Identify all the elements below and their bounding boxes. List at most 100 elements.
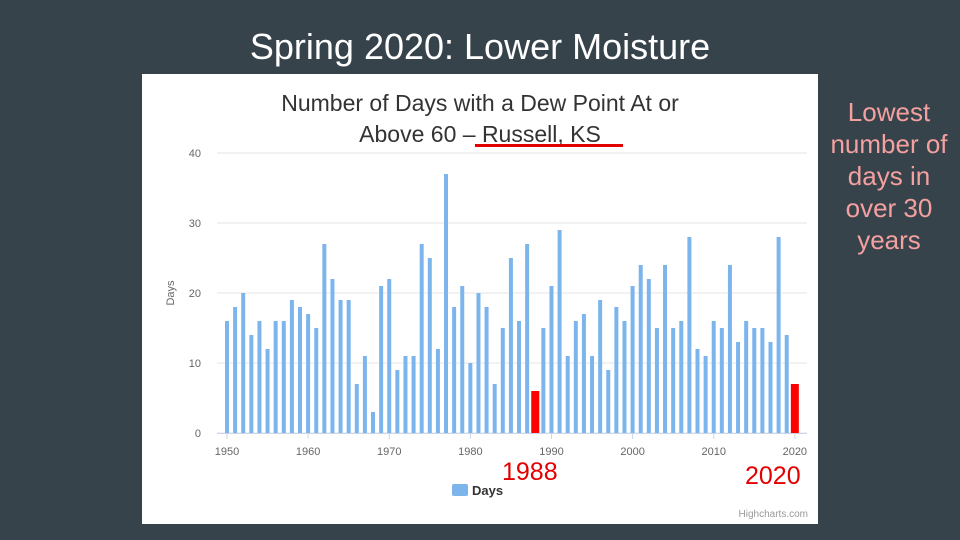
bar-1960[interactable] [306,314,311,433]
bar-1962[interactable] [322,244,327,433]
bar-2000[interactable] [630,286,635,433]
bar-2019[interactable] [784,335,789,433]
bar-2006[interactable] [679,321,684,433]
legend-swatch [452,484,468,496]
annotation-2020: 2020 [745,462,801,490]
bar-1982[interactable] [484,307,489,433]
x-tick-label: 1950 [215,446,239,458]
bar-1977[interactable] [444,174,449,433]
bar-1968[interactable] [371,412,376,433]
chart-title-location: Russell, KS [481,121,601,147]
legend-label: Days [472,482,504,498]
y-tick-label: 20 [189,288,201,300]
bar-1976[interactable] [435,349,440,433]
bar-1975[interactable] [427,258,432,433]
bar-1955[interactable] [265,349,270,433]
bar-2001[interactable] [638,265,643,433]
bar-2008[interactable] [695,349,700,433]
bar-1961[interactable] [314,328,319,433]
bar-1967[interactable] [362,356,367,433]
bar-2013[interactable] [736,342,741,433]
bar-1990[interactable] [549,286,554,433]
bar-1972[interactable] [403,356,408,433]
bar-1954[interactable] [257,321,262,433]
bar-1952[interactable] [241,293,246,433]
bar-1950[interactable] [225,321,229,433]
bar-1951[interactable] [233,307,238,433]
bar-1969[interactable] [379,286,384,433]
bar-1998[interactable] [614,307,619,433]
bar-1970[interactable] [387,279,392,433]
x-tick-label: 2010 [701,446,725,458]
bar-2003[interactable] [654,328,659,433]
bar-1995[interactable] [590,356,595,433]
legend-item-days[interactable]: Days [452,482,503,498]
y-tick-label: 10 [189,358,201,370]
bar-1983[interactable] [492,384,497,433]
bar-1988[interactable] [531,391,540,433]
bar-1994[interactable] [581,314,586,433]
bar-1986[interactable] [517,321,522,433]
bar-2014[interactable] [744,321,749,433]
y-axis-label: Days [165,280,177,306]
annotation-1988: 1988 [502,458,558,486]
x-tick-label: 1960 [296,446,320,458]
y-tick-label: 30 [189,218,201,230]
bar-1996[interactable] [598,300,603,433]
x-tick-label: 1970 [377,446,401,458]
bar-1980[interactable] [468,363,473,433]
location-underline [475,144,623,147]
chart-title-prefix: Above 60 – [359,121,482,147]
x-tick-label: 2000 [620,446,644,458]
bar-1957[interactable] [281,321,286,433]
side-note: Lowest number of days in over 30 years [830,97,948,255]
bar-1985[interactable] [508,258,513,433]
bar-2011[interactable] [719,328,724,433]
bar-1978[interactable] [452,307,457,433]
bar-1966[interactable] [354,384,359,433]
bar-2009[interactable] [703,356,708,433]
bar-1981[interactable] [476,293,481,433]
bar-1993[interactable] [573,321,578,433]
bar-2012[interactable] [727,265,732,433]
bar-1963[interactable] [330,279,335,433]
bar-1989[interactable] [541,328,546,433]
x-tick-label: 1990 [539,446,563,458]
bar-2015[interactable] [752,328,757,433]
y-tick-label: 0 [195,428,201,440]
bar-1973[interactable] [411,356,416,433]
slide-title: Spring 2020: Lower Moisture [249,26,711,67]
bar-2017[interactable] [768,342,773,433]
bar-1965[interactable] [346,300,351,433]
x-axis-ticks: 1950 1960 1970 1980 1990 2000 2010 2020 [215,433,807,458]
bar-1992[interactable] [565,356,570,433]
bar-1959[interactable] [298,307,303,433]
chart-title-line2: Above 60 – Russell, KS [142,119,818,150]
y-tick-label: 40 [189,148,201,160]
bar-1971[interactable] [395,370,400,433]
bar-1974[interactable] [419,244,424,433]
bar-1956[interactable] [273,321,278,433]
bar-1958[interactable] [289,300,294,433]
bars [217,174,807,434]
bar-1953[interactable] [249,335,254,433]
bar-1979[interactable] [460,286,465,433]
bar-1984[interactable] [500,328,505,433]
bar-1987[interactable] [525,244,530,433]
bar-2016[interactable] [760,328,765,433]
bar-2020[interactable] [790,384,799,433]
chart-panel: Number of Days with a Dew Point At or Ab… [142,74,818,524]
chart-title: Number of Days with a Dew Point At or Ab… [142,88,818,150]
bar-2005[interactable] [671,328,676,433]
bar-1999[interactable] [622,321,627,433]
x-tick-label: 1980 [458,446,482,458]
highcharts-credit[interactable]: Highcharts.com [738,509,808,520]
bar-2002[interactable] [646,279,651,433]
bar-1964[interactable] [338,300,343,433]
bar-2007[interactable] [687,237,692,433]
bar-1991[interactable] [557,230,562,433]
bar-2018[interactable] [776,237,781,433]
bar-2004[interactable] [663,265,668,433]
bar-2010[interactable] [711,321,716,433]
bar-1997[interactable] [606,370,611,433]
